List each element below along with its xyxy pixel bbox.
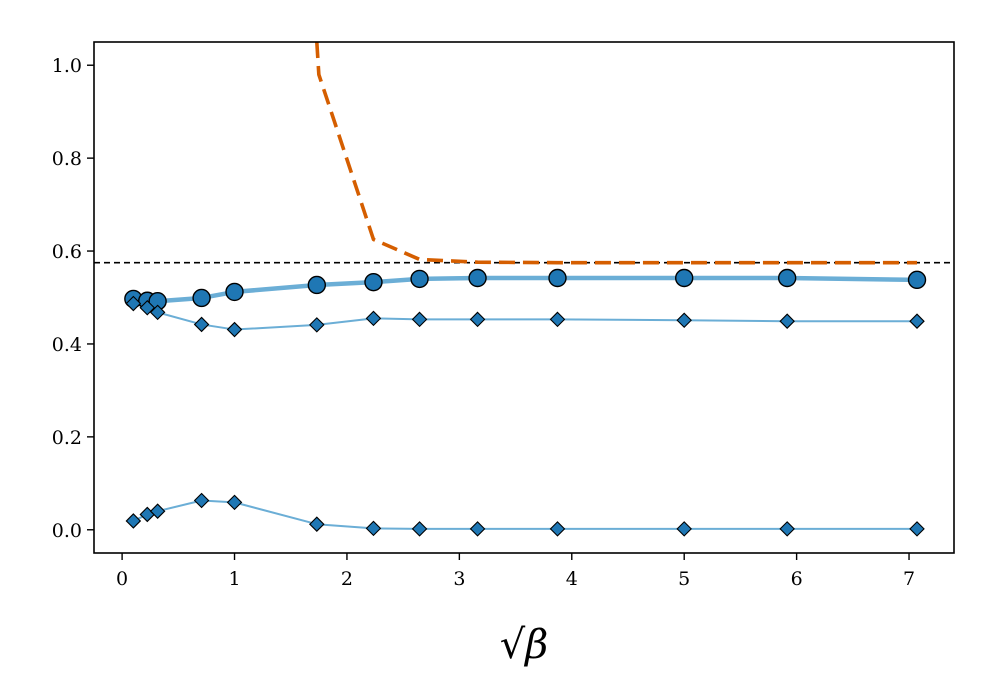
data-point <box>125 513 142 529</box>
x-tick-label: 2 <box>341 568 353 590</box>
x-tick-label: 1 <box>228 568 240 590</box>
plot-area <box>94 42 954 537</box>
x-tick-label: 3 <box>453 568 465 590</box>
series-line-3 <box>132 499 918 530</box>
x-tick-label: 4 <box>566 568 578 590</box>
data-point <box>193 316 210 333</box>
data-point <box>548 268 567 288</box>
data-point <box>226 321 243 338</box>
y-tick-label: 0.0 <box>52 520 82 542</box>
data-point <box>676 312 692 329</box>
y-tick-label: 0.8 <box>52 148 82 170</box>
data-point <box>226 494 243 511</box>
data-point <box>907 270 927 290</box>
data-point <box>411 521 428 537</box>
series-line-2 <box>133 302 918 331</box>
plot-frame <box>93 41 955 554</box>
data-point <box>779 521 795 537</box>
data-point <box>469 311 486 328</box>
x-tick-label: 6 <box>791 568 803 590</box>
data-point <box>309 516 325 532</box>
data-point <box>676 521 692 537</box>
data-point <box>549 311 566 328</box>
y-axis: 0.0 0.2 0.4 0.6 0.8 1.0 <box>52 55 94 542</box>
data-point <box>365 310 382 327</box>
data-point <box>909 521 925 537</box>
x-axis: 0 1 2 3 4 5 6 7 <box>116 553 915 590</box>
x-axis-label: √β <box>500 622 549 668</box>
data-point <box>125 295 142 312</box>
data-point <box>192 288 211 308</box>
data-point <box>364 272 383 292</box>
data-point <box>777 268 797 288</box>
data-point <box>149 503 166 519</box>
data-point <box>779 313 795 329</box>
y-tick-label: 0.6 <box>52 241 82 263</box>
data-point <box>909 313 925 329</box>
x-tick-label: 7 <box>903 568 915 590</box>
y-tick-label: 0.4 <box>52 334 82 356</box>
data-point <box>411 311 428 328</box>
data-point <box>149 304 166 321</box>
data-point <box>307 275 327 295</box>
data-point <box>468 268 487 288</box>
data-point <box>139 299 156 316</box>
series-line-1 <box>133 275 918 304</box>
y-tick-label: 1.0 <box>52 55 82 77</box>
x-tick-label: 0 <box>116 568 128 590</box>
data-point <box>309 317 325 333</box>
data-point <box>549 521 566 537</box>
data-point <box>225 282 244 302</box>
data-point <box>365 520 382 537</box>
data-point <box>193 492 210 509</box>
data-point <box>674 268 694 288</box>
y-tick-label: 0.2 <box>52 427 82 449</box>
x-tick-label: 5 <box>678 568 690 590</box>
data-point <box>469 521 486 537</box>
series-line-4 <box>315 42 918 265</box>
data-point <box>410 269 429 289</box>
